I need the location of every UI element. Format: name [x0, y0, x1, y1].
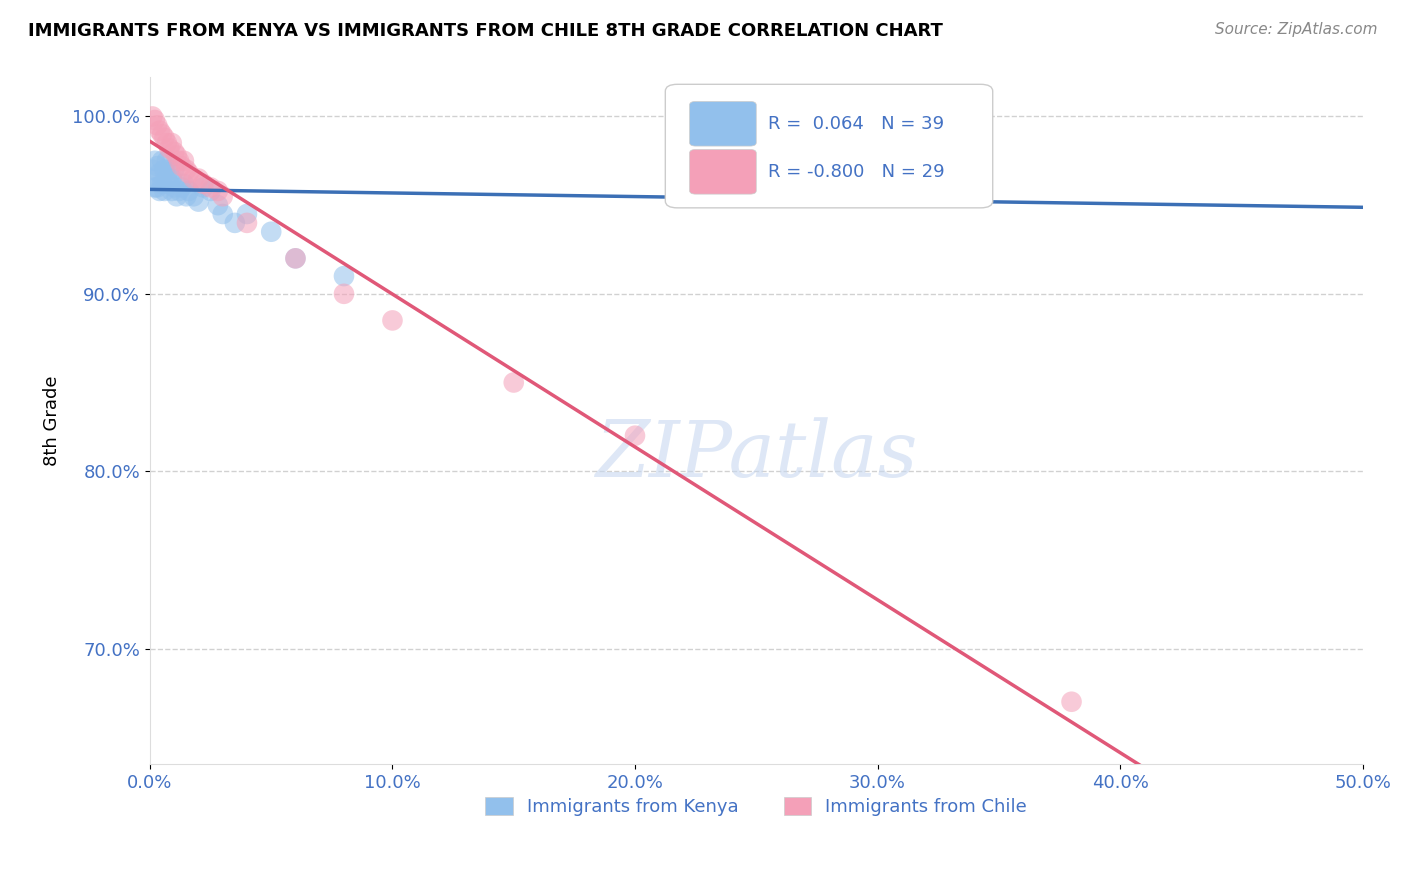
- Legend: Immigrants from Kenya, Immigrants from Chile: Immigrants from Kenya, Immigrants from C…: [478, 789, 1035, 823]
- Text: ZIPatlas: ZIPatlas: [595, 417, 918, 493]
- Point: [183, 171, 205, 186]
- Point: [166, 148, 188, 162]
- Point: [153, 162, 176, 177]
- Point: [143, 113, 166, 128]
- Point: [153, 184, 176, 198]
- Point: [207, 184, 229, 198]
- Point: [236, 216, 259, 230]
- Point: [177, 184, 200, 198]
- Point: [157, 141, 180, 155]
- Text: IMMIGRANTS FROM KENYA VS IMMIGRANTS FROM CHILE 8TH GRADE CORRELATION CHART: IMMIGRANTS FROM KENYA VS IMMIGRANTS FROM…: [28, 22, 943, 40]
- Point: [333, 269, 356, 284]
- Point: [211, 189, 233, 203]
- Point: [176, 162, 198, 177]
- Point: [156, 153, 179, 168]
- Point: [284, 252, 307, 266]
- Point: [150, 153, 173, 168]
- Point: [170, 159, 193, 173]
- Point: [156, 136, 179, 150]
- FancyBboxPatch shape: [665, 85, 993, 208]
- Point: [745, 168, 768, 182]
- Point: [224, 216, 246, 230]
- Text: R =  0.064   N = 39: R = 0.064 N = 39: [769, 115, 945, 133]
- Point: [1060, 695, 1083, 709]
- Point: [143, 180, 166, 194]
- Point: [160, 136, 183, 150]
- Point: [187, 194, 209, 209]
- Point: [143, 153, 166, 168]
- Point: [149, 123, 172, 137]
- Point: [333, 286, 356, 301]
- Point: [173, 177, 195, 191]
- Point: [146, 119, 169, 133]
- Point: [166, 189, 188, 203]
- Point: [153, 130, 176, 145]
- Point: [170, 180, 193, 194]
- Point: [236, 207, 259, 221]
- Point: [187, 171, 209, 186]
- Point: [149, 166, 172, 180]
- FancyBboxPatch shape: [689, 102, 756, 146]
- Point: [160, 184, 183, 198]
- Point: [149, 184, 172, 198]
- Point: [157, 162, 180, 177]
- Point: [156, 171, 179, 186]
- Point: [207, 198, 229, 212]
- Point: [157, 177, 180, 191]
- Point: [176, 189, 198, 203]
- Text: Source: ZipAtlas.com: Source: ZipAtlas.com: [1215, 22, 1378, 37]
- Point: [624, 428, 647, 442]
- Point: [502, 376, 524, 390]
- Point: [381, 313, 404, 327]
- Point: [163, 180, 186, 194]
- Point: [183, 189, 205, 203]
- Point: [163, 162, 186, 177]
- Point: [173, 153, 195, 168]
- Point: [141, 171, 163, 186]
- Point: [193, 180, 215, 194]
- Y-axis label: 8th Grade: 8th Grade: [44, 376, 60, 466]
- Point: [141, 110, 163, 124]
- Point: [150, 127, 173, 141]
- Point: [260, 225, 283, 239]
- Point: [167, 184, 190, 198]
- Point: [200, 180, 222, 194]
- Point: [177, 166, 200, 180]
- Point: [200, 184, 222, 198]
- Point: [284, 252, 307, 266]
- Text: R = -0.800   N = 29: R = -0.800 N = 29: [769, 163, 945, 181]
- FancyBboxPatch shape: [689, 150, 756, 194]
- Point: [211, 207, 233, 221]
- Point: [167, 153, 190, 168]
- Point: [150, 177, 173, 191]
- Point: [141, 162, 163, 177]
- Point: [866, 162, 889, 177]
- Point: [193, 177, 215, 191]
- Point: [160, 171, 183, 186]
- Point: [146, 159, 169, 173]
- Point: [163, 145, 186, 159]
- Point: [146, 180, 169, 194]
